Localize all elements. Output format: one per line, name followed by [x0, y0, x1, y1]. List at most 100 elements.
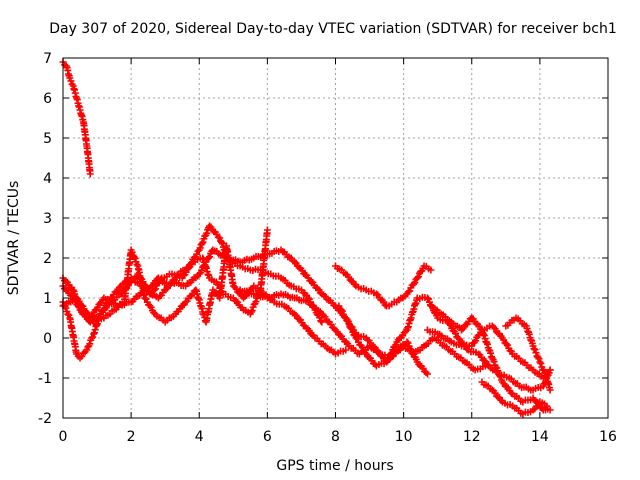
data-point [353, 335, 361, 343]
data-point [205, 222, 213, 230]
x-tick-label: 14 [531, 429, 549, 445]
y-tick-label: 6 [43, 91, 52, 107]
data-point [532, 349, 540, 357]
data-point [248, 307, 256, 315]
data-point [318, 318, 326, 326]
data-point [150, 309, 158, 317]
data-point [317, 317, 325, 325]
data-point [67, 77, 75, 85]
y-tick-label: 5 [43, 131, 52, 147]
data-point [503, 383, 511, 391]
data-point [86, 340, 94, 348]
series-track-8 [335, 293, 554, 394]
data-point [87, 312, 95, 320]
data-point [203, 229, 211, 237]
series-track-9 [423, 322, 554, 382]
x-tick-label: 16 [599, 429, 617, 445]
data-point [88, 334, 96, 342]
data-point [490, 358, 498, 366]
data-series [59, 58, 554, 418]
data-point [344, 318, 352, 326]
data-point [402, 327, 410, 335]
data-point [423, 294, 431, 302]
data-point [543, 402, 551, 410]
data-point [100, 305, 108, 313]
data-point [115, 283, 123, 291]
data-point [413, 274, 421, 282]
data-point [198, 266, 206, 274]
data-point [291, 310, 299, 318]
data-point [477, 325, 485, 333]
data-point [372, 290, 380, 298]
data-point [131, 254, 139, 262]
x-tick-label: 6 [263, 429, 272, 445]
data-point [351, 329, 359, 337]
data-point [252, 298, 260, 306]
axis-ticks [62, 57, 609, 419]
data-point [336, 331, 344, 339]
data-point [147, 303, 155, 311]
data-point [546, 406, 554, 414]
data-point [480, 357, 488, 365]
data-point [546, 386, 554, 394]
data-point [534, 353, 542, 361]
data-point [218, 240, 226, 248]
data-point [541, 369, 549, 377]
y-axis-tick-labels: -2 -1 0 1 2 3 4 5 6 7 [38, 51, 52, 427]
data-point [504, 341, 512, 349]
data-point [507, 389, 515, 397]
data-point [427, 266, 435, 274]
y-tick-label: 3 [43, 211, 52, 227]
data-point [347, 322, 355, 330]
data-point [151, 285, 159, 293]
data-point [94, 304, 102, 312]
data-point [403, 338, 411, 346]
data-point [468, 314, 476, 322]
data-point [200, 262, 208, 270]
data-point [483, 361, 491, 369]
data-point [372, 346, 380, 354]
data-point [133, 260, 141, 268]
data-point [472, 337, 480, 345]
data-point [496, 372, 504, 380]
x-tick-label: 10 [395, 429, 413, 445]
data-point [198, 240, 206, 248]
data-point [337, 306, 345, 314]
data-point [494, 367, 502, 375]
data-point [411, 279, 419, 287]
y-tick-label: -2 [38, 411, 52, 427]
data-point [530, 345, 538, 353]
data-point [204, 254, 212, 262]
data-point [232, 297, 240, 305]
data-point [291, 258, 299, 266]
x-axis-label: GPS time / hours [276, 458, 393, 474]
data-point [195, 270, 203, 278]
series-track-12 [502, 314, 554, 394]
data-point [342, 346, 350, 354]
data-point [369, 342, 377, 350]
data-point [162, 285, 170, 293]
data-point [86, 170, 94, 178]
data-point [404, 288, 412, 296]
y-axis-label: SDTVAR / TECUs [6, 181, 22, 296]
series-track-6 [236, 286, 489, 374]
data-point [214, 233, 222, 241]
data-point [128, 248, 136, 256]
x-tick-label: 2 [127, 429, 136, 445]
data-point [454, 334, 462, 342]
series-track-3 [59, 226, 271, 326]
data-point [113, 287, 121, 295]
data-point [383, 358, 391, 366]
y-tick-label: 0 [43, 331, 52, 347]
data-point [387, 350, 395, 358]
x-tick-label: 4 [195, 429, 204, 445]
data-point [185, 264, 193, 272]
data-point [295, 315, 303, 323]
data-point [196, 244, 204, 252]
x-tick-label: 0 [59, 429, 68, 445]
data-point [213, 280, 221, 288]
data-point [502, 340, 510, 348]
data-point [338, 307, 346, 315]
y-tick-label: 2 [43, 251, 52, 267]
data-point [423, 370, 431, 378]
